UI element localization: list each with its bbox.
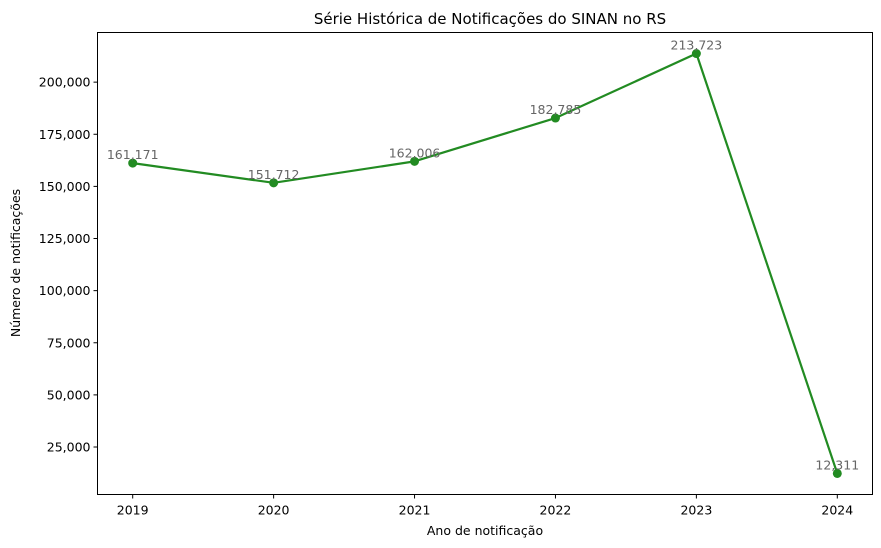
x-tick-label: 2021	[399, 503, 431, 518]
y-tick-label: 200,000	[39, 75, 91, 90]
data-point	[550, 113, 560, 123]
series-line-group	[128, 49, 842, 478]
y-axis-label: Número de notificações	[8, 189, 23, 337]
data-label: 12,311	[815, 457, 859, 472]
data-point	[832, 468, 842, 478]
data-point	[691, 49, 701, 59]
data-point	[410, 156, 420, 166]
plot-frame	[97, 32, 873, 495]
y-tick-label: 100,000	[39, 283, 91, 298]
chart-title: Série Histórica de Notificações do SINAN…	[314, 10, 666, 28]
x-axis-label: Ano de notificação	[427, 523, 543, 538]
y-tick-label: 75,000	[47, 335, 91, 350]
x-tick-label: 2019	[117, 503, 149, 518]
y-tick-label: 25,000	[47, 440, 91, 455]
data-point	[269, 178, 279, 188]
x-tick-label: 2022	[540, 503, 572, 518]
data-label: 213,723	[671, 38, 723, 53]
x-tick-label: 2020	[258, 503, 290, 518]
x-tick-label: 2023	[680, 503, 712, 518]
y-axis: 25,000 50,000 75,000 100,000 125,000 150,000 1…	[39, 75, 98, 455]
data-label: 182,785	[530, 102, 582, 117]
data-label: 161,171	[107, 147, 159, 162]
data-point	[128, 158, 138, 168]
y-tick-label: 150,000	[39, 179, 91, 194]
y-tick-label: 50,000	[47, 387, 91, 402]
data-label: 151,712	[248, 167, 300, 182]
y-tick-label: 125,000	[39, 231, 91, 246]
y-tick-label: 175,000	[39, 127, 91, 142]
data-label: 162,006	[389, 145, 441, 160]
x-axis: 2019 2020 2021 2022 2023 2024	[117, 494, 853, 518]
x-tick-label: 2024	[821, 503, 853, 518]
data-label-group: 161,171 151,712 162,006 182,785 213,723 12,31…	[107, 38, 859, 473]
series-line	[132, 52, 839, 474]
